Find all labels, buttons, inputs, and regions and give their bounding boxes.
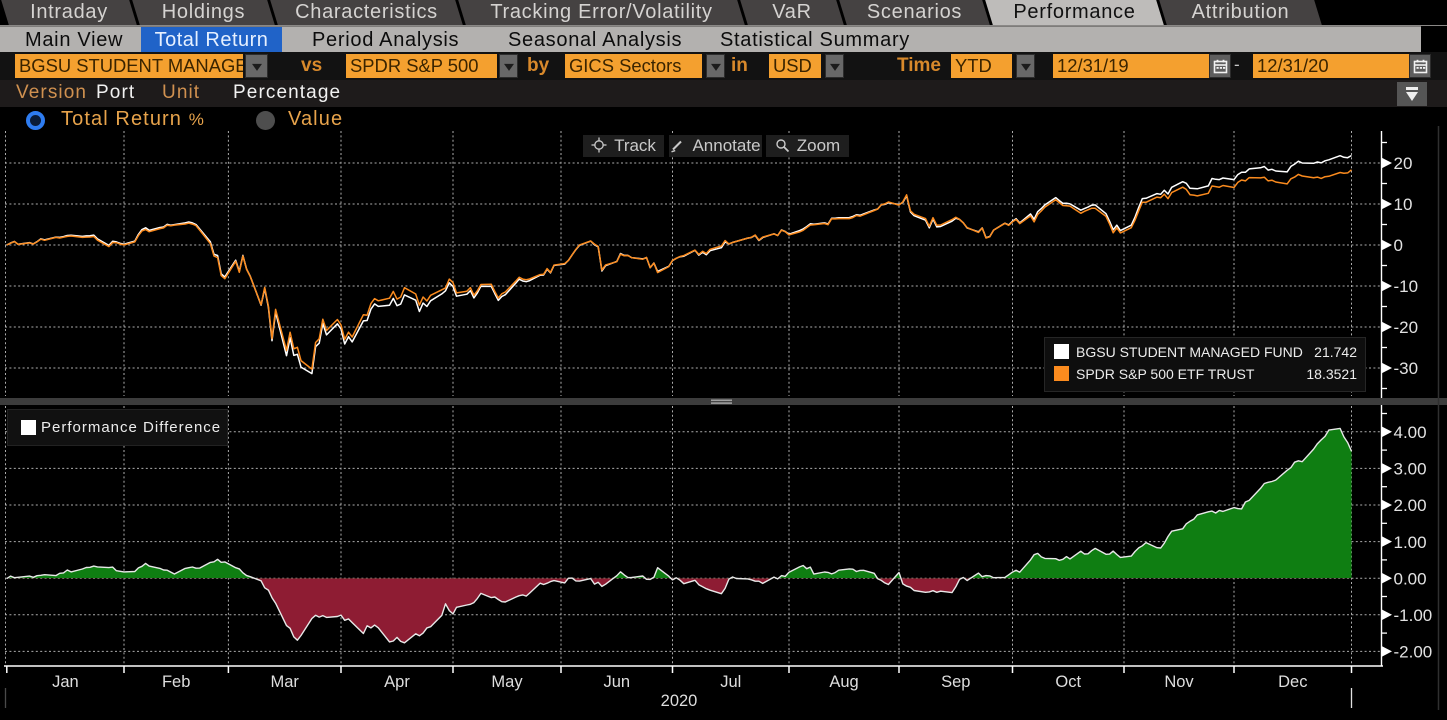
svg-text:2020: 2020 — [661, 692, 698, 710]
svg-text:Apr: Apr — [384, 673, 410, 691]
svg-text:Oct: Oct — [1055, 673, 1081, 691]
svg-text:Aug: Aug — [829, 673, 858, 691]
svg-text:Sep: Sep — [941, 673, 970, 691]
svg-text:May: May — [491, 673, 523, 691]
svg-text:Mar: Mar — [270, 673, 299, 691]
svg-text:0: 0 — [1394, 236, 1403, 255]
svg-text:1.00: 1.00 — [1394, 533, 1427, 552]
svg-text:10: 10 — [1394, 195, 1413, 214]
svg-text:Nov: Nov — [1164, 673, 1194, 691]
svg-text:20: 20 — [1394, 154, 1413, 173]
svg-text:2.00: 2.00 — [1394, 496, 1427, 515]
svg-text:-2.00: -2.00 — [1394, 643, 1433, 662]
svg-text:-10: -10 — [1394, 277, 1419, 296]
svg-text:-20: -20 — [1394, 318, 1419, 337]
svg-text:Dec: Dec — [1278, 673, 1307, 691]
svg-text:Feb: Feb — [162, 673, 190, 691]
svg-text:Jul: Jul — [720, 673, 741, 691]
svg-text:-30: -30 — [1394, 359, 1419, 378]
svg-text:0.00: 0.00 — [1394, 569, 1427, 588]
svg-text:3.00: 3.00 — [1394, 460, 1427, 479]
svg-text:Jun: Jun — [603, 673, 630, 691]
svg-text:Jan: Jan — [52, 673, 79, 691]
svg-text:4.00: 4.00 — [1394, 423, 1427, 442]
svg-text:-1.00: -1.00 — [1394, 606, 1433, 625]
